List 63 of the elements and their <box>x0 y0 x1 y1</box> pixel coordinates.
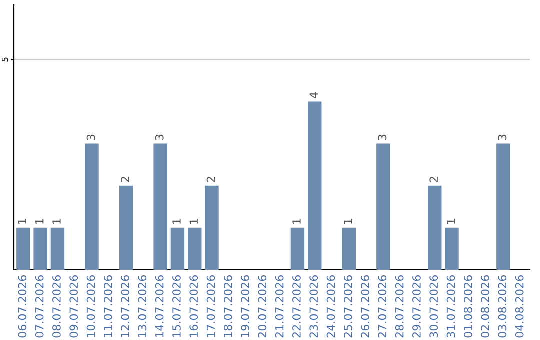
x-tick-label: 17.07.2026 <box>206 276 216 338</box>
x-tick-label: 02.08.2026 <box>481 276 490 338</box>
data-label: 1 <box>292 219 301 224</box>
data-label: 1 <box>18 219 26 224</box>
x-tick-label: 18.07.2026 <box>224 276 232 338</box>
bar <box>342 228 356 270</box>
x-tick-label: 08.07.2026 <box>52 276 61 338</box>
data-label: 2 <box>430 177 438 182</box>
x-tick-label: 27.07.2026 <box>378 276 387 338</box>
x-tick-label: 26.07.2026 <box>361 276 370 338</box>
x-tick-label: 19.07.2026 <box>241 276 250 338</box>
x-tick-label: 24.07.2026 <box>326 276 336 338</box>
data-label: 2 <box>206 177 216 182</box>
bar <box>170 228 185 270</box>
bar <box>496 144 510 270</box>
y-tick-label: 5 <box>2 58 8 62</box>
x-tick-label: 20.07.2026 <box>258 276 267 338</box>
bar <box>308 102 322 270</box>
x-tick-label: 21.07.2026 <box>275 276 284 338</box>
x-tick-label: 29.07.2026 <box>412 276 421 338</box>
bar <box>34 228 48 270</box>
data-label: 3 <box>155 134 164 140</box>
x-tick-label: 04.08.2026 <box>515 276 524 338</box>
x-tick-label: 16.07.2026 <box>190 276 198 338</box>
x-tick-label: 11.07.2026 <box>104 276 112 338</box>
bar <box>205 186 219 270</box>
x-tick-label: 30.07.2026 <box>430 276 438 338</box>
x-tick-label: 28.07.2026 <box>395 276 404 338</box>
x-tick-label: 13.07.2026 <box>138 276 147 338</box>
x-tick-label: 25.07.2026 <box>344 276 352 338</box>
x-tick-label: 03.08.2026 <box>498 276 507 338</box>
bar <box>290 228 305 270</box>
bar <box>154 144 168 270</box>
data-label: 3 <box>498 134 507 140</box>
x-tick-label: 14.07.2026 <box>155 276 164 338</box>
data-label: 1 <box>172 219 181 224</box>
x-tick-label: 01.08.2026 <box>464 276 472 338</box>
data-label: 1 <box>190 219 198 224</box>
x-tick-label: 06.07.2026 <box>18 276 27 338</box>
data-label: 3 <box>378 134 387 140</box>
data-label: 3 <box>86 134 96 140</box>
bar <box>376 144 390 270</box>
bar <box>85 144 99 270</box>
x-tick-label: 23.07.2026 <box>310 276 318 338</box>
x-tick-label: 12.07.2026 <box>121 276 130 338</box>
data-label: 2 <box>121 177 130 182</box>
data-label: 1 <box>344 219 352 224</box>
x-tick-label: 22.07.2026 <box>292 276 301 338</box>
data-label: 1 <box>446 219 456 224</box>
x-tick-label: 15.07.2026 <box>172 276 181 338</box>
bar <box>119 186 134 270</box>
data-label: 1 <box>52 219 61 224</box>
bar <box>428 186 442 270</box>
x-tick-label: 09.07.2026 <box>70 276 78 338</box>
bar <box>50 228 65 270</box>
x-tick-label: 10.07.2026 <box>86 276 96 338</box>
data-label: 1 <box>36 219 44 224</box>
data-label: 4 <box>310 92 318 98</box>
bar <box>188 228 202 270</box>
bar <box>445 228 459 270</box>
x-tick-label: 07.07.2026 <box>35 276 44 338</box>
bar <box>16 228 30 270</box>
x-tick-label: 31.07.2026 <box>446 276 456 338</box>
